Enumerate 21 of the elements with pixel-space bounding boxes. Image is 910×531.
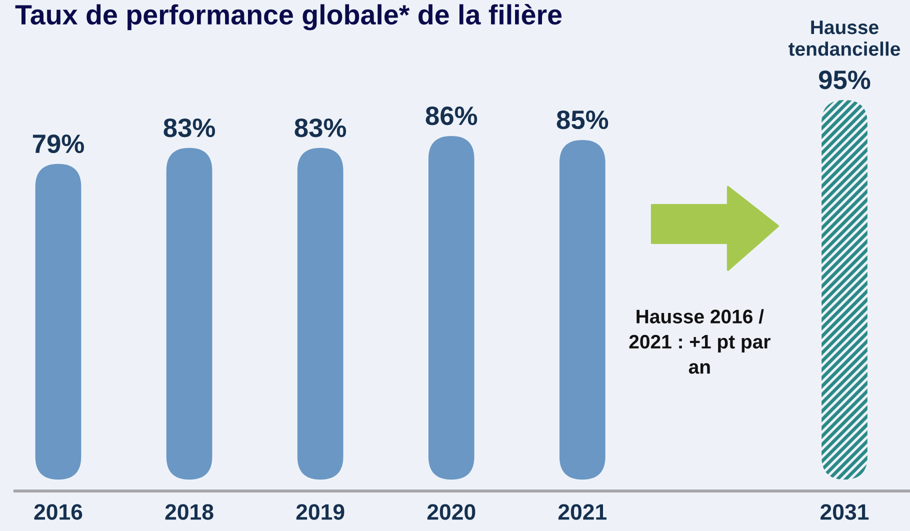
data-label: 95% xyxy=(818,70,870,90)
x-tick-label: 2031 xyxy=(820,504,869,520)
data-label: 86% xyxy=(426,106,478,126)
bar xyxy=(166,148,212,480)
x-tick-label: 2018 xyxy=(165,504,214,520)
data-label: 79% xyxy=(32,134,84,154)
x-tick-label: 2021 xyxy=(558,504,606,520)
x-tick-label: 2016 xyxy=(34,504,82,520)
chart-title: Taux de performance globale* de la filière xyxy=(15,4,562,30)
x-tick-label: 2020 xyxy=(427,504,476,520)
annotation: Hausse 2016 / 2021 : +1 pt par an xyxy=(629,309,770,374)
bar xyxy=(559,140,606,480)
x-tick-label: 2019 xyxy=(296,504,344,520)
data-label: 85% xyxy=(556,110,608,130)
bar xyxy=(428,136,474,480)
bar xyxy=(35,164,82,480)
data-label: 83% xyxy=(294,118,346,138)
data-label: 83% xyxy=(164,118,215,138)
bar xyxy=(297,148,344,480)
bar xyxy=(822,100,868,480)
text: Hausse tendancielle xyxy=(788,20,900,56)
